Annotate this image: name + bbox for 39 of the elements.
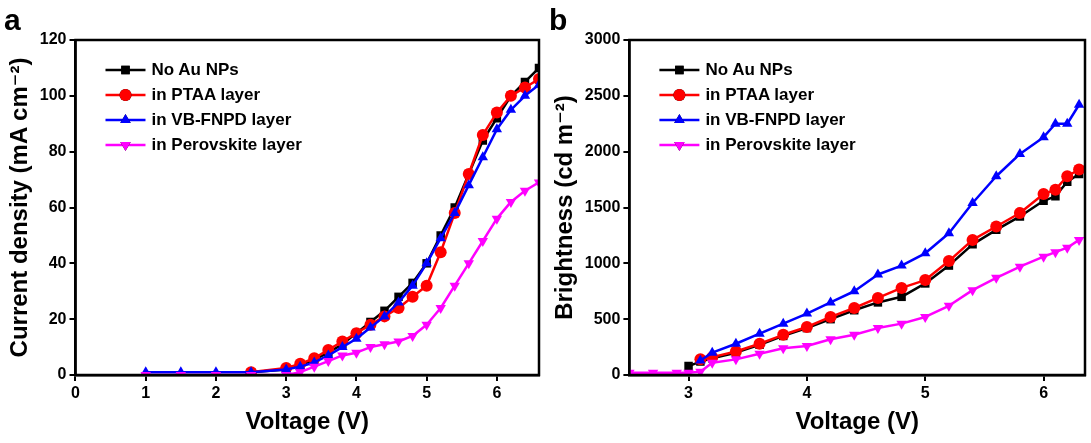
y-axis-title: Current density (mA cm⁻²) (5, 57, 33, 358)
x-tick-label: 1 (141, 384, 151, 402)
legend-label: in Perovskite layer (151, 134, 303, 154)
y-tick-label: 1500 (584, 197, 621, 215)
x-tick-label: 0 (71, 384, 81, 402)
x-tick-label: 3 (281, 384, 291, 402)
x-axis-title: Voltage (V) (795, 407, 919, 435)
x-tick-label: 5 (920, 384, 930, 402)
y-tick-label: 40 (48, 253, 67, 271)
x-tick-label: 6 (1039, 384, 1049, 402)
y-tick-label: 0 (611, 365, 621, 383)
y-tick-label: 20 (48, 309, 67, 327)
legend-label: in VB-FNPD layer (151, 109, 292, 129)
legend-label: in PTAA layer (151, 84, 261, 104)
y-tick-label: 100 (39, 86, 67, 104)
legend-label: in PTAA layer (705, 84, 815, 104)
legend-label: in Perovskite layer (705, 134, 857, 154)
x-tick-label: 4 (351, 384, 361, 402)
x-tick-label: 2 (211, 384, 221, 402)
chart-title: b (549, 3, 568, 37)
legend-label: in VB-FNPD layer (705, 109, 846, 129)
y-tick-label: 80 (48, 142, 67, 160)
x-tick-label: 5 (422, 384, 432, 402)
legend-label: No Au NPs (151, 59, 239, 79)
x-tick-label: 3 (684, 384, 694, 402)
y-tick-label: 2500 (584, 86, 621, 104)
chart-title: a (4, 3, 21, 37)
y-tick-label: 120 (39, 30, 67, 48)
y-tick-label: 0 (57, 365, 67, 383)
y-tick-label: 500 (593, 309, 621, 327)
y-tick-label: 60 (48, 197, 67, 215)
y-tick-label: 1000 (584, 253, 621, 271)
x-axis-title: Voltage (V) (245, 407, 370, 435)
x-tick-label: 6 (492, 384, 502, 402)
y-tick-label: 3000 (584, 30, 621, 48)
y-axis-title: Brightness (cd m⁻²) (550, 95, 578, 320)
y-tick-label: 2000 (584, 142, 621, 160)
legend-label: No Au NPs (705, 59, 793, 79)
x-tick-label: 4 (802, 384, 812, 402)
